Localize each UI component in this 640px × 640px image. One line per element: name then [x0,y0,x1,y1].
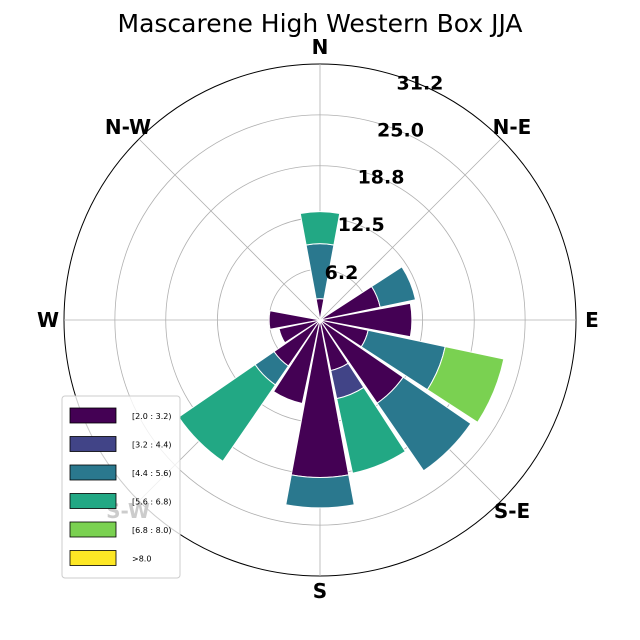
wind-bar-segment [278,319,321,344]
chart-title: Mascarene High Western Box JJA [118,9,523,38]
legend: [2.0 : 3.2) [3.2 : 4.4) [4.4 : 5.6) [5.6 : … [61,395,181,579]
direction-label: N [312,35,329,59]
legend-entry: [4.4 : 5.6) [132,469,171,478]
sector-bars [177,211,505,509]
wind-bar-segment [319,302,413,338]
legend-swatch [69,407,117,424]
legend-swatch [69,436,117,452]
grid-spoke [319,138,502,321]
wind-bar-segment [376,376,472,472]
grid-spoke [138,138,321,321]
direction-label: S [313,579,327,603]
legend-entry: [2.0 : 3.2) [132,412,171,421]
legend-entry: [6.8 : 8.0) [132,526,171,535]
legend-swatch [69,521,117,538]
legend-entry: [3.2 : 4.4) [132,441,171,450]
wind-bar-segment [285,474,355,509]
wind-bar-segment [272,319,321,405]
wind-bar-segment [268,310,321,330]
wind-bar-segment [336,386,407,474]
radial-tick-label: 31.2 [397,72,444,94]
legend-entry: >8.0 [132,555,151,564]
direction-label: N-E [493,115,532,139]
direction-label: W [37,308,59,332]
legend-swatch [69,550,117,566]
legend-swatch [69,464,117,481]
radial-tick-label: 25.0 [377,119,424,141]
radial-tick-label: 6.2 [325,262,359,284]
wind-bar-segment [426,346,505,424]
wind-bar-segment [299,211,341,246]
radial-tick-label: 18.8 [358,166,405,188]
direction-label: E [585,308,599,332]
radial-tick-label: 12.5 [338,214,385,236]
direction-label: S-E [494,499,530,523]
wind-bar-segment [370,266,417,308]
legend-entry: [5.6 : 6.8) [132,498,171,507]
direction-label: N-W [105,115,151,139]
legend-swatch [69,493,117,509]
